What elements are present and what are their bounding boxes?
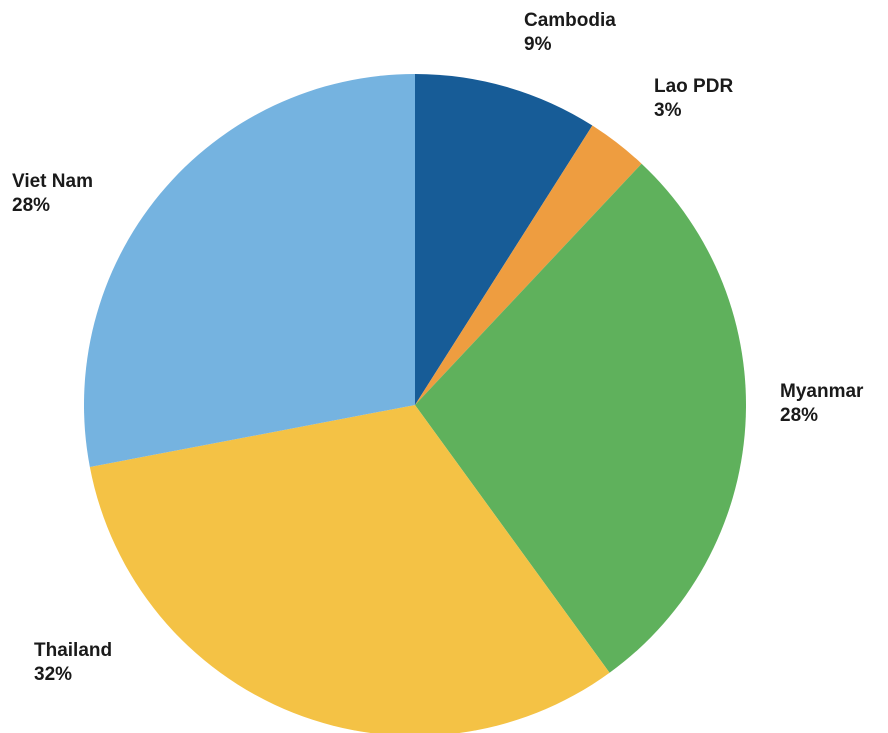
slice-pct-cambodia: 9%	[524, 34, 552, 55]
slice-name-vietnam: Viet Nam	[12, 171, 93, 192]
slice-label-cambodia: Cambodia 9%	[524, 10, 621, 55]
pie-slice-lao-pdr	[415, 125, 642, 405]
slice-name-cambodia: Cambodia	[524, 10, 616, 31]
slice-pct-vietnam: 28%	[12, 195, 50, 216]
slice-name-myanmar: Myanmar	[780, 381, 864, 402]
slice-pct-myanmar: 28%	[780, 405, 818, 426]
pie-slice-cambodia	[415, 74, 593, 405]
pie-slice-myanmar	[415, 163, 747, 673]
pie-slices	[83, 74, 747, 733]
slice-name-lao: Lao PDR	[654, 76, 733, 97]
slice-name-thailand: Thailand	[34, 640, 112, 661]
slice-pct-lao: 3%	[654, 100, 682, 121]
pie-slice-viet-nam	[83, 74, 416, 468]
slice-label-thailand: Thailand 32%	[34, 640, 117, 685]
slice-label-vietnam: Viet Nam 28%	[12, 171, 98, 216]
slice-label-lao: Lao PDR 3%	[654, 76, 738, 121]
slice-label-myanmar: Myanmar 28%	[780, 381, 869, 426]
slice-pct-thailand: 32%	[34, 664, 72, 685]
pie-slice-thailand	[89, 405, 610, 733]
